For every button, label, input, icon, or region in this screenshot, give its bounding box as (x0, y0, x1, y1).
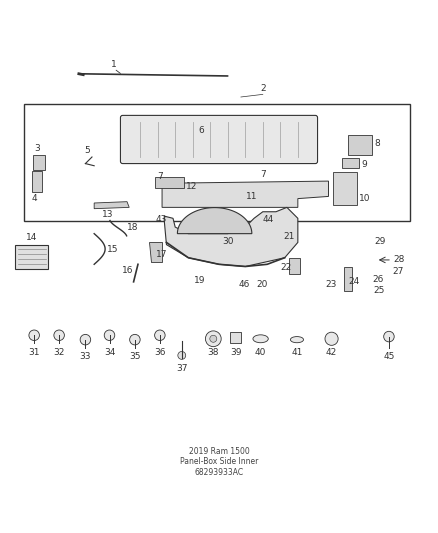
Polygon shape (177, 207, 252, 233)
Text: 3: 3 (34, 144, 40, 154)
Text: 2019 Ram 1500
Panel-Box Side Inner
68293933AC: 2019 Ram 1500 Panel-Box Side Inner 68293… (180, 447, 258, 477)
Text: 42: 42 (326, 348, 337, 357)
Circle shape (104, 330, 115, 341)
Text: 1: 1 (111, 60, 117, 69)
Text: 30: 30 (222, 237, 233, 246)
Ellipse shape (253, 335, 268, 343)
Bar (15, 245, 48, 269)
Polygon shape (162, 181, 328, 207)
FancyBboxPatch shape (120, 115, 318, 164)
Polygon shape (149, 243, 162, 262)
Polygon shape (164, 207, 298, 266)
Text: 43: 43 (155, 215, 166, 224)
Text: 7: 7 (260, 170, 266, 179)
Text: 36: 36 (154, 348, 166, 357)
Polygon shape (94, 201, 129, 209)
Circle shape (178, 351, 186, 359)
Text: 32: 32 (53, 348, 65, 357)
Text: 25: 25 (373, 286, 385, 295)
Ellipse shape (290, 336, 304, 343)
Bar (155, 177, 184, 188)
Text: 13: 13 (102, 211, 113, 220)
Text: 4: 4 (32, 194, 37, 203)
Text: 45: 45 (383, 352, 395, 361)
Circle shape (29, 330, 39, 341)
Text: 28: 28 (393, 255, 404, 264)
Circle shape (54, 330, 64, 341)
Text: 6: 6 (198, 126, 205, 135)
Text: 39: 39 (230, 348, 241, 357)
Text: 15: 15 (107, 245, 119, 254)
Bar (289, 258, 300, 274)
Text: 2: 2 (260, 85, 265, 93)
Text: 8: 8 (374, 139, 380, 148)
Text: 24: 24 (348, 277, 360, 286)
Circle shape (130, 334, 140, 345)
Bar (230, 332, 241, 343)
Bar (344, 266, 352, 290)
Text: 46: 46 (239, 280, 250, 289)
Text: 11: 11 (246, 192, 258, 201)
Text: 26: 26 (372, 275, 384, 284)
Bar (33, 155, 45, 170)
Text: 12: 12 (186, 182, 198, 191)
Text: 7: 7 (157, 172, 163, 181)
Text: 5: 5 (85, 146, 91, 155)
Bar (348, 135, 372, 155)
Text: 38: 38 (208, 349, 219, 358)
Text: 22: 22 (280, 263, 291, 272)
Circle shape (210, 335, 217, 342)
Circle shape (205, 331, 221, 346)
Text: 27: 27 (392, 267, 403, 276)
Text: 40: 40 (255, 348, 266, 357)
Bar (24, 104, 410, 221)
Text: 37: 37 (176, 364, 187, 373)
Text: 29: 29 (374, 237, 386, 246)
Circle shape (325, 332, 338, 345)
Text: 41: 41 (291, 348, 303, 357)
Text: 44: 44 (263, 215, 274, 224)
Text: 10: 10 (359, 194, 371, 203)
Bar (342, 158, 359, 168)
Text: 18: 18 (127, 223, 138, 232)
Text: 31: 31 (28, 348, 40, 357)
Circle shape (155, 330, 165, 341)
Text: 33: 33 (80, 352, 91, 361)
Text: 21: 21 (284, 232, 295, 241)
Text: 23: 23 (325, 280, 336, 289)
Bar (333, 172, 357, 205)
Circle shape (384, 332, 394, 342)
Text: 34: 34 (104, 348, 115, 357)
Text: 16: 16 (122, 265, 134, 274)
Bar (32, 171, 42, 192)
Circle shape (80, 334, 91, 345)
Text: 19: 19 (194, 276, 205, 285)
Text: 35: 35 (129, 352, 141, 361)
Text: 9: 9 (361, 160, 367, 169)
Text: 17: 17 (155, 250, 167, 259)
Text: 14: 14 (26, 233, 37, 243)
Text: 20: 20 (256, 280, 268, 289)
